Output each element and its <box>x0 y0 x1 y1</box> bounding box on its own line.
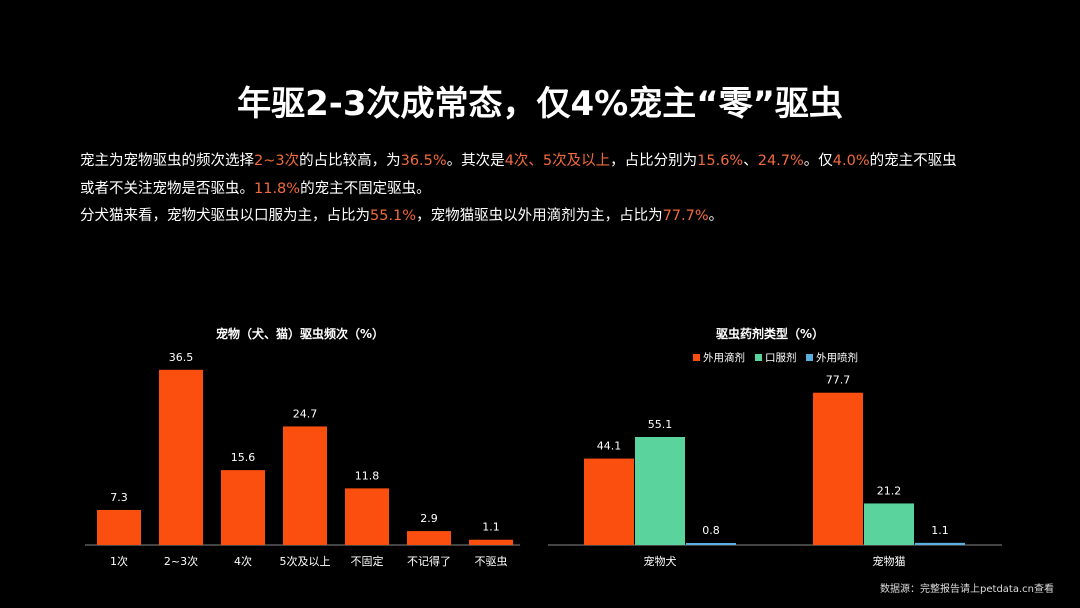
summary-paragraph: 宠主为宠物驱虫的频次选择2~3次的占比较高，为36.5%。其次是4次、5次及以上… <box>80 148 1040 231</box>
bar <box>221 470 265 545</box>
data-label: 11.8 <box>355 469 380 482</box>
data-label: 0.8 <box>702 524 720 537</box>
bar <box>469 539 513 545</box>
highlight-text: 15.6% <box>697 153 744 169</box>
highlight-text: 24.7% <box>757 153 804 169</box>
text: 分犬猫来看，宠物犬驱虫以口服为主，占比为 <box>80 208 370 224</box>
highlight-text: 11.8% <box>254 180 301 197</box>
data-label: 77.7 <box>826 374 851 387</box>
text: 。仅 <box>803 153 833 169</box>
legend-label: 外用喷剂 <box>816 351 858 364</box>
text: 。其次是 <box>446 153 505 169</box>
bar <box>915 542 965 545</box>
tick-label: 4次 <box>234 554 252 568</box>
legend-swatch <box>806 354 813 361</box>
text: 或者不关注宠物是否驱虫。 <box>80 180 254 197</box>
data-label: 2.9 <box>420 512 438 525</box>
bar <box>283 426 327 545</box>
tick-label: 1次 <box>110 554 128 568</box>
source-note: 数据源：完整报告请上petdata.cn查看 <box>880 584 1054 595</box>
bar <box>635 437 685 545</box>
bar <box>407 531 451 545</box>
bar <box>864 503 914 545</box>
highlight-text: 36.5% <box>400 153 447 169</box>
highlight-text: 2~3次 <box>254 153 300 169</box>
highlight-text: 55.1% <box>370 208 417 224</box>
tick-label: 不固定 <box>351 554 384 568</box>
paragraph-line: 宠主为宠物驱虫的频次选择2~3次的占比较高，为36.5%。其次是4次、5次及以上… <box>80 148 1040 176</box>
data-label: 44.1 <box>597 440 622 453</box>
tick-label: 不驱虫 <box>475 555 508 568</box>
text: 的占比较高，为 <box>299 153 401 169</box>
highlight-text: 4.0% <box>832 153 870 169</box>
data-label: 21.2 <box>877 484 902 497</box>
text: ，占比分别为 <box>610 153 698 169</box>
paragraph-line: 分犬猫来看，宠物犬驱虫以口服为主，占比为55.1%，宠物猫驱虫以外用滴剂为主，占… <box>80 203 1040 231</box>
paragraph-line: 或者不关注宠物是否驱虫。11.8%的宠主不固定驱虫。 <box>80 176 1040 204</box>
legend-swatch <box>693 354 700 361</box>
highlight-text: 4次、5次及以上 <box>504 153 611 169</box>
data-label: 36.5 <box>169 351 194 364</box>
chart-title: 宠物（犬、猫）驱虫频次（%） <box>216 326 384 341</box>
legend-swatch <box>755 354 762 361</box>
bar <box>584 458 634 545</box>
legend-label: 口服剂 <box>765 351 797 364</box>
data-label: 1.1 <box>482 521 500 534</box>
bar <box>813 392 863 545</box>
text: 的宠主不驱虫 <box>869 153 957 169</box>
tick-label: 5次及以上 <box>280 554 331 568</box>
page-title: 年驱2-3次成常态，仅4%宠主“零”驱虫 <box>237 84 843 124</box>
chart-title: 驱虫药剂类型（%） <box>716 326 824 341</box>
text: ，宠物猫驱虫以外用滴剂为主，占比为 <box>416 208 663 224</box>
tick-label: 不记得了 <box>407 555 451 568</box>
text: 。 <box>708 208 724 224</box>
bar <box>159 369 203 545</box>
data-label: 1.1 <box>931 524 949 537</box>
data-label: 24.7 <box>293 407 318 420</box>
text: 、 <box>743 153 758 169</box>
tick-label: 宠物犬 <box>644 554 677 568</box>
data-label: 7.3 <box>110 491 128 504</box>
data-label: 55.1 <box>648 418 673 431</box>
tick-label: 宠物猫 <box>873 554 906 568</box>
bar <box>345 488 389 545</box>
data-label: 15.6 <box>231 451 256 464</box>
text: 宠主为宠物驱虫的频次选择 <box>80 153 254 169</box>
text: 的宠主不固定驱虫。 <box>300 180 431 197</box>
bar <box>97 509 141 545</box>
highlight-text: 77.7% <box>662 208 709 224</box>
tick-label: 2~3次 <box>164 554 198 568</box>
legend-label: 外用滴剂 <box>703 351 745 364</box>
bar <box>686 543 736 545</box>
